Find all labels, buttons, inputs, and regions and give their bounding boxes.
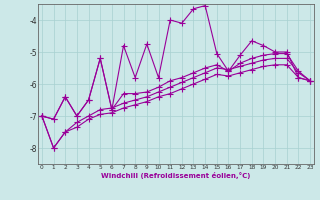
X-axis label: Windchill (Refroidissement éolien,°C): Windchill (Refroidissement éolien,°C)	[101, 172, 251, 179]
